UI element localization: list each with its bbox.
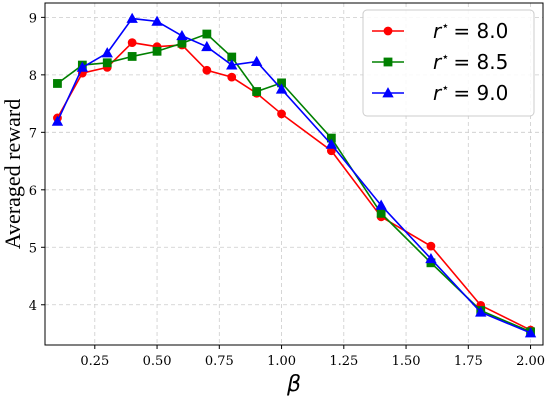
plot-frame: [44, 2, 544, 346]
y-tick-label: 4: [29, 299, 37, 314]
data-point-circle-9: [277, 109, 286, 119]
x-axis-title: β: [286, 372, 301, 397]
legend-box: [362, 9, 535, 117]
data-point-triangle-7: [226, 59, 238, 70]
data-point-triangle-12: [425, 252, 437, 264]
x-tick-label: 0.50: [143, 354, 172, 369]
data-point-triangle-14: [524, 327, 537, 338]
data-point-circle-legend: [383, 26, 393, 36]
data-point-triangle-2: [101, 47, 113, 58]
data-point-triangle-8: [250, 55, 263, 67]
data-point-triangle-11: [375, 199, 387, 210]
x-tick-label: 1.00: [267, 354, 296, 369]
legend-entry-3: r⋆ = 9.0: [372, 81, 508, 105]
data-point-square-6: [202, 29, 212, 39]
x-tick-label: 1.75: [454, 354, 483, 369]
legend-label: r⋆ = 9.0: [433, 81, 508, 105]
series-3: [51, 12, 537, 338]
x-tick-label: 1.50: [392, 354, 421, 369]
y-tick-label: 9: [29, 11, 37, 26]
legend-entry-2: r⋆ = 8.5: [372, 50, 508, 74]
data-point-square-11: [376, 208, 386, 218]
data-point-square-4: [152, 46, 162, 56]
legend-label: r⋆ = 8.0: [433, 19, 508, 43]
x-tick-label: 0.75: [205, 354, 234, 369]
x-tick-label: 1.25: [329, 354, 358, 369]
y-tick-label: 7: [29, 126, 37, 141]
series-layer: [51, 12, 537, 338]
legend-entry-1: r⋆ = 8.0: [372, 19, 508, 43]
x-tick-label: 0.25: [80, 354, 109, 369]
data-point-triangle-legend: [382, 87, 394, 98]
x-tick-label: 2.00: [516, 354, 545, 369]
data-point-circle-6: [202, 65, 212, 75]
data-point-square-0: [53, 79, 62, 88]
y-tick-label: 5: [29, 241, 37, 256]
data-point-triangle-10: [325, 138, 338, 149]
data-point-triangle-6: [201, 40, 213, 52]
data-point-triangle-3: [126, 12, 138, 23]
data-point-triangle-0: [51, 115, 64, 126]
legend: r⋆ = 8.0 r⋆ = 8.5 r⋆ = 9.0: [362, 9, 535, 117]
data-point-circle-7: [227, 72, 237, 82]
legend-label: r⋆ = 8.5: [433, 50, 508, 74]
axis-ticks: 0.25 0.50 0.75 1.00 1.25 1.50 1.75 2.00 4 5 6 7 8 9: [29, 11, 545, 369]
data-point-circle-3: [127, 38, 137, 48]
data-point-triangle-5: [176, 29, 188, 41]
y-axis-title: Averaged reward: [0, 99, 25, 249]
data-point-square-5: [177, 38, 187, 48]
data-point-circle-12: [426, 241, 436, 251]
data-point-square-8: [252, 87, 262, 96]
data-point-square-legend: [383, 57, 393, 67]
data-point-triangle-9: [275, 83, 288, 94]
data-point-triangle-1: [76, 61, 89, 72]
y-tick-label: 8: [29, 69, 37, 84]
data-point-square-2: [102, 58, 112, 68]
data-point-square-3: [127, 52, 137, 61]
y-tick-label: 6: [29, 184, 37, 199]
data-point-triangle-4: [151, 15, 163, 26]
data-point-triangle-13: [475, 306, 487, 317]
